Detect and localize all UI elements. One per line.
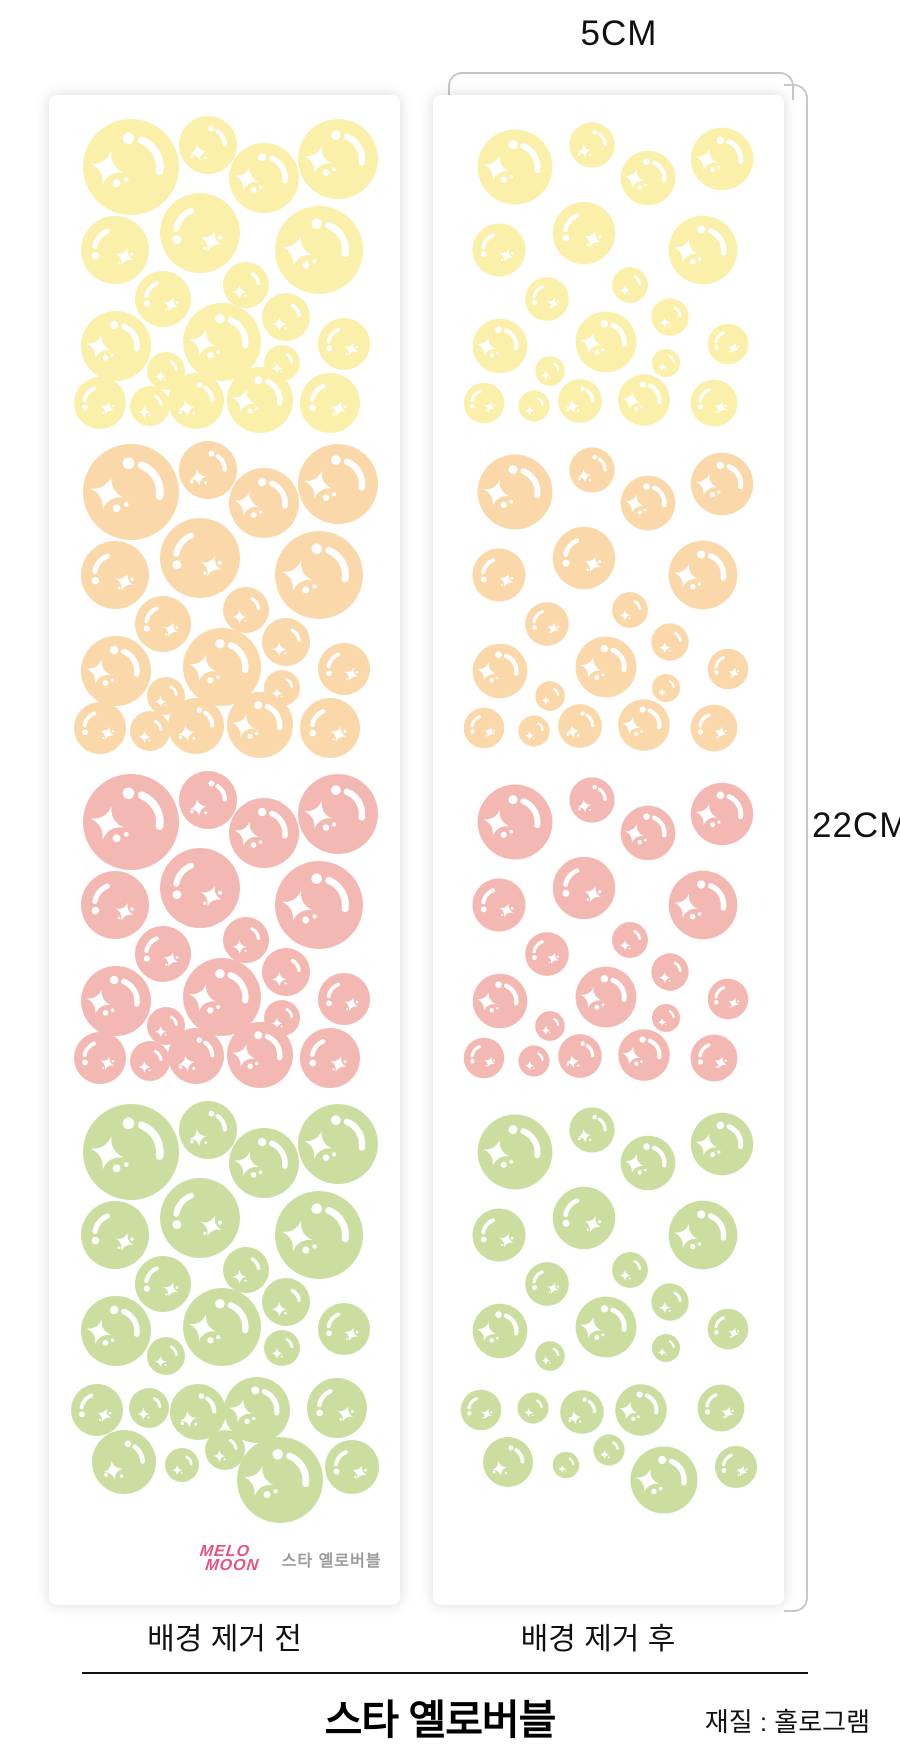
logo-product-name: 스타 옐로버블 bbox=[281, 1553, 382, 1570]
width-dimension-label: 5CM bbox=[580, 14, 658, 53]
height-dimension-label: 22CM bbox=[812, 806, 900, 845]
logo-line2: MOON bbox=[204, 1557, 260, 1574]
height-dimension-brace bbox=[784, 84, 808, 1612]
material-info: 재질 : 홀로그램 bbox=[704, 1707, 870, 1737]
melomoon-logo: MELO MOON bbox=[198, 1543, 262, 1574]
footer-divider bbox=[82, 1672, 808, 1674]
brand-logo: MELO MOON 스타 옐로버블 bbox=[198, 1543, 382, 1574]
caption-after-removal: 배경 제거 후 bbox=[520, 1623, 676, 1656]
sticker-sheet-before: MELO MOON 스타 옐로버블 bbox=[49, 95, 400, 1605]
product-title: 스타 옐로버블 bbox=[324, 1697, 557, 1743]
bubble-stickers-before bbox=[71, 116, 379, 1523]
bubble-stickers-after bbox=[460, 122, 758, 1514]
caption-before-removal: 배경 제거 전 bbox=[147, 1623, 302, 1656]
sticker-sheet-after bbox=[433, 95, 784, 1605]
